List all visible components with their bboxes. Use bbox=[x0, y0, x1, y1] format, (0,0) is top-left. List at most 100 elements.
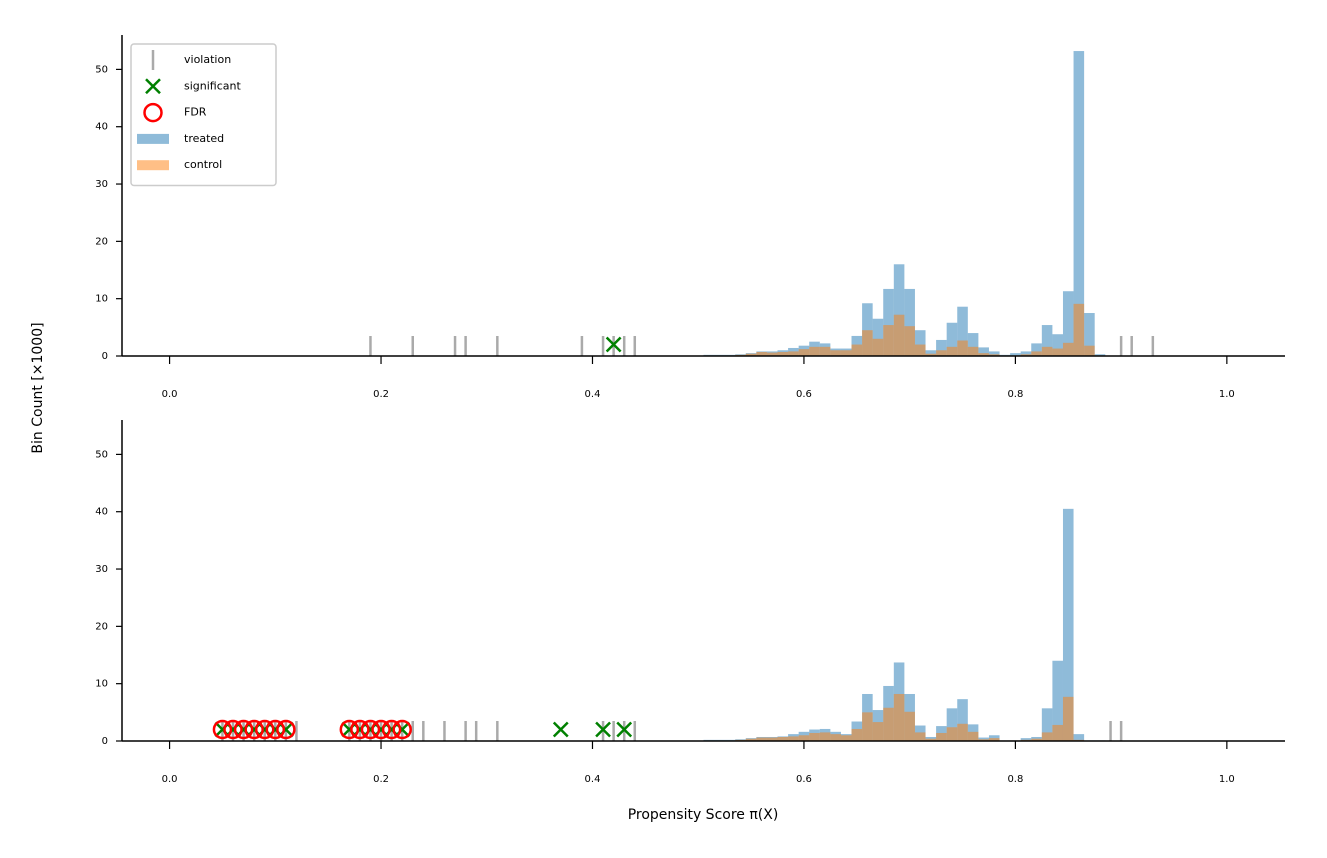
legend-swatch bbox=[137, 133, 169, 144]
fdr-marker bbox=[371, 719, 391, 740]
significant-marker bbox=[595, 721, 611, 738]
histogram-bar bbox=[957, 699, 968, 741]
histogram-bar bbox=[840, 735, 852, 741]
histogram-bar bbox=[798, 349, 810, 356]
x-axis-label: Propensity Score π(X) bbox=[628, 807, 779, 823]
significant-marker bbox=[552, 721, 569, 738]
fdr-marker bbox=[233, 719, 254, 740]
histogram-bar bbox=[788, 736, 799, 741]
histogram-bar bbox=[830, 350, 841, 356]
histogram-bar bbox=[830, 734, 841, 741]
histogram-bar bbox=[766, 352, 778, 356]
histogram-bar bbox=[1052, 348, 1063, 356]
histogram-bar bbox=[756, 737, 767, 741]
histogram-bar bbox=[851, 344, 863, 356]
histogram-bar bbox=[851, 728, 863, 741]
histogram-bar bbox=[1041, 346, 1053, 356]
histogram-bar bbox=[988, 351, 1000, 356]
y-tick-label: 0 bbox=[102, 736, 108, 747]
legend-label: treated bbox=[184, 132, 224, 145]
histogram-bar bbox=[1084, 313, 1095, 356]
x-tick-label: 0.8 bbox=[1007, 774, 1023, 785]
y-tick-label: 40 bbox=[95, 507, 108, 518]
histogram-bar bbox=[1062, 291, 1074, 356]
x-tick-label: 0.4 bbox=[585, 389, 601, 400]
histogram-bar bbox=[988, 354, 1000, 356]
x-tick-label: 0.6 bbox=[796, 389, 812, 400]
legend-label: significant bbox=[184, 79, 241, 92]
x-tick-label: 0.4 bbox=[585, 774, 601, 785]
histogram-bar bbox=[862, 330, 873, 356]
fdr-marker bbox=[276, 719, 296, 740]
y-tick-label: 0 bbox=[102, 351, 108, 362]
x-tick-label: 0.2 bbox=[373, 774, 389, 785]
histogram-bar bbox=[914, 344, 926, 356]
histogram-bar bbox=[904, 711, 915, 741]
histogram-bar bbox=[788, 351, 799, 356]
x-tick-label: 1.0 bbox=[1219, 389, 1235, 400]
histogram-bar bbox=[957, 723, 968, 741]
y-tick-label: 30 bbox=[95, 179, 108, 190]
histogram-bar bbox=[925, 353, 937, 356]
y-tick-label: 10 bbox=[95, 294, 108, 305]
histogram-bar bbox=[1041, 708, 1053, 741]
histogram-bar bbox=[745, 353, 757, 356]
x-tick-label: 0.2 bbox=[373, 389, 389, 400]
fdr-marker bbox=[381, 719, 402, 740]
fdr-marker bbox=[244, 719, 264, 740]
histogram-bar bbox=[936, 350, 947, 356]
legend-label: violation bbox=[184, 53, 231, 66]
histogram-bar bbox=[819, 732, 831, 741]
histogram-bar bbox=[745, 738, 757, 741]
legend-frame bbox=[130, 43, 277, 187]
histogram-bar bbox=[840, 350, 852, 356]
histogram-bar bbox=[1020, 738, 1032, 741]
histogram-bar bbox=[893, 693, 905, 741]
legend-swatch bbox=[145, 78, 161, 95]
histogram-bar bbox=[1073, 303, 1085, 356]
histogram-bar bbox=[978, 739, 989, 741]
histogram-bar bbox=[967, 333, 979, 356]
x-tick-label: 0.8 bbox=[1007, 389, 1023, 400]
histogram-bar bbox=[798, 735, 810, 741]
histogram-bar bbox=[1031, 343, 1042, 356]
histogram-bar bbox=[904, 326, 915, 356]
fdr-marker bbox=[339, 719, 360, 740]
histogram-bar bbox=[925, 738, 937, 741]
legend-swatch bbox=[143, 102, 163, 123]
histogram-bar bbox=[1073, 51, 1085, 357]
histogram-bar bbox=[1062, 508, 1074, 741]
histogram-bar bbox=[809, 732, 820, 741]
x-tick-label: 0.6 bbox=[796, 774, 812, 785]
histogram-bar bbox=[872, 722, 884, 741]
histogram-bar bbox=[872, 338, 884, 356]
fdr-marker bbox=[265, 719, 286, 740]
x-tick-label: 0.0 bbox=[162, 774, 178, 785]
histogram-bar bbox=[957, 340, 968, 356]
x-tick-label: 1.0 bbox=[1219, 774, 1235, 785]
histogram-bar bbox=[1010, 353, 1021, 356]
histogram-bar bbox=[862, 303, 873, 356]
fdr-marker bbox=[350, 719, 370, 740]
histogram-bar bbox=[1062, 696, 1074, 741]
subplot: 0 10 20 30 40 50 0.0 0.2 0.4 0.6 0.8 1.0 bbox=[95, 420, 1285, 785]
fdr-marker bbox=[360, 719, 381, 740]
y-tick-label: 30 bbox=[95, 564, 108, 575]
y-tick-label: 10 bbox=[95, 679, 108, 690]
fdr-marker bbox=[392, 719, 412, 740]
x-tick-label: 0.0 bbox=[162, 389, 178, 400]
y-tick-label: 20 bbox=[95, 621, 108, 632]
histogram-bar bbox=[809, 346, 820, 356]
histogram-bar bbox=[978, 353, 989, 356]
histogram-bar bbox=[1062, 342, 1074, 356]
histogram-bar bbox=[756, 351, 767, 356]
histogram-bar bbox=[1041, 325, 1053, 356]
histogram-bar bbox=[914, 330, 926, 356]
histogram-bar bbox=[936, 339, 947, 356]
histogram-bar bbox=[872, 318, 884, 356]
significant-marker bbox=[616, 721, 633, 738]
y-tick-label: 40 bbox=[95, 122, 108, 133]
histogram-bar bbox=[946, 322, 958, 356]
histogram-bar bbox=[893, 314, 905, 356]
